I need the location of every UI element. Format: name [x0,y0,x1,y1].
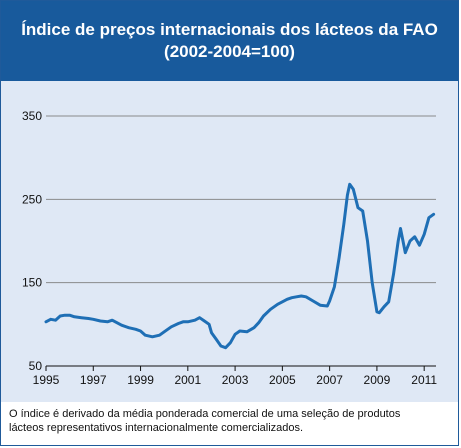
caption-line-1: O índice é derivado da média ponderada c… [9,408,401,420]
x-tick-label-1995: 1995 [33,373,60,387]
x-tick-label-2005: 2005 [269,373,296,387]
series-line-0 [44,182,436,350]
y-tick-label-250: 250 [22,192,42,206]
chart-caption: O índice é derivado da média ponderada c… [9,407,449,435]
x-tick-label-2001: 2001 [174,373,201,387]
tick-layer: 50 150 250 350 1995 1997 1999 2001 2003 2005 2007 2… [22,109,437,387]
x-tick-label-2003: 2003 [222,373,249,387]
x-tick-label-2011: 2011 [411,373,437,387]
x-tick-label-1997: 1997 [80,373,107,387]
chart-title: Índice de preços internacionais dos láct… [21,20,438,39]
x-tick-label-2007: 2007 [316,373,343,387]
y-tick-label-150: 150 [22,276,42,290]
x-tick-label-2009: 2009 [364,373,391,387]
grid-layer [46,115,436,367]
y-tick-label-350: 350 [22,109,42,123]
plot-panel: 50 150 250 350 1995 1997 1999 2001 2003 2005 2007 2… [1,81,458,402]
line-chart: 50 150 250 350 1995 1997 1999 2001 2003 2005 2007 2… [22,109,437,387]
line-layer [44,182,436,350]
title-bar: Índice de preços internacionais dos láct… [1,1,458,81]
caption-line-2: lácteos representativos internacionalmen… [9,422,304,434]
chart-subtitle: (2002-2004=100) [164,42,295,61]
y-tick-label-50: 50 [29,359,43,373]
x-tick-label-1999: 1999 [127,373,154,387]
